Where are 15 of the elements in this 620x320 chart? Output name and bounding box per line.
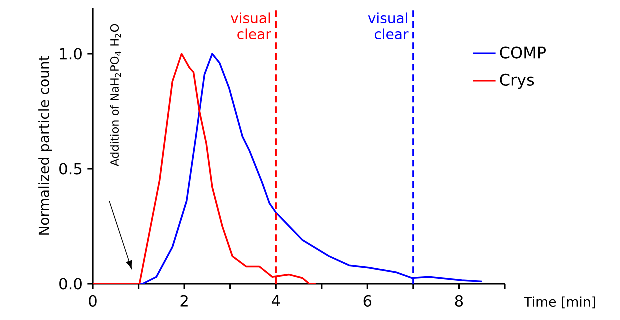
x-tick-label: 2 xyxy=(180,295,188,307)
y-tick-label: 0.0 xyxy=(60,278,82,290)
x-axis-title: Time [min] xyxy=(524,296,596,309)
x-tick-label: 6 xyxy=(364,295,372,307)
x-tick-label: 4 xyxy=(272,295,280,307)
x-tick-label: 0 xyxy=(89,295,97,307)
ref-line-label: visual clear xyxy=(368,12,409,40)
y-tick-label: 1.0 xyxy=(60,48,82,60)
y-tick-label: 0.5 xyxy=(60,163,82,175)
legend-label: Crys xyxy=(500,74,534,90)
y-axis-title: Normalized particle count xyxy=(38,56,52,235)
ref-line-label: visual clear xyxy=(231,12,272,40)
legend-label: COMP xyxy=(500,46,546,59)
annotation: Addition of NaH$_{2}$PO$_{4}$ H$_{2}$O xyxy=(110,24,122,166)
x-tick-label: 8 xyxy=(455,295,464,307)
